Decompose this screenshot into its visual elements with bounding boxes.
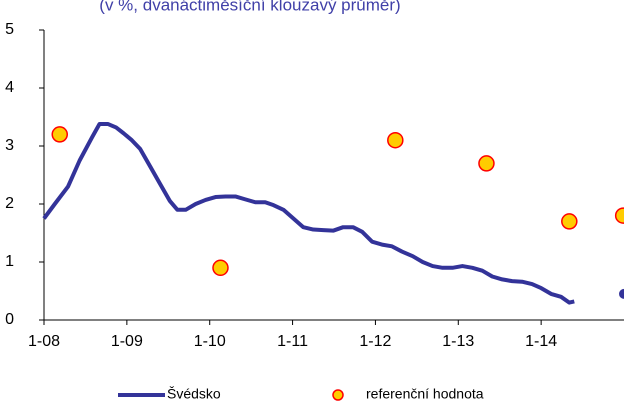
legend-label: referenční hodnota <box>366 386 484 402</box>
x-tick-label: 1-14 <box>525 333 557 350</box>
x-tick-label: 1-12 <box>359 333 391 350</box>
y-tick-label: 1 <box>5 253 14 270</box>
y-tick-label: 0 <box>5 311 14 328</box>
line-point <box>619 288 624 299</box>
x-tick-label: 1-11 <box>277 333 308 350</box>
x-tick-label: 1-08 <box>28 333 60 350</box>
point <box>478 155 495 172</box>
x-tick-label: 1-09 <box>111 333 143 350</box>
point <box>387 131 404 149</box>
y-tick-label: 5 <box>5 21 14 38</box>
legend-marker <box>332 389 344 401</box>
chart-subtitle: (v %, dvanáctiměsíční klouzavý průměr) <box>99 0 400 14</box>
y-tick-label: 4 <box>5 79 14 96</box>
point <box>212 259 229 277</box>
x-tick-label: 1-10 <box>194 333 226 350</box>
x-tick-label: 1-13 <box>442 333 474 350</box>
legend-label: Švédsko <box>167 386 221 402</box>
point <box>614 207 624 224</box>
point <box>561 213 578 230</box>
line <box>42 121 575 305</box>
point <box>51 126 68 143</box>
y-tick-label: 3 <box>5 137 14 154</box>
y-tick-label: 2 <box>5 195 14 212</box>
